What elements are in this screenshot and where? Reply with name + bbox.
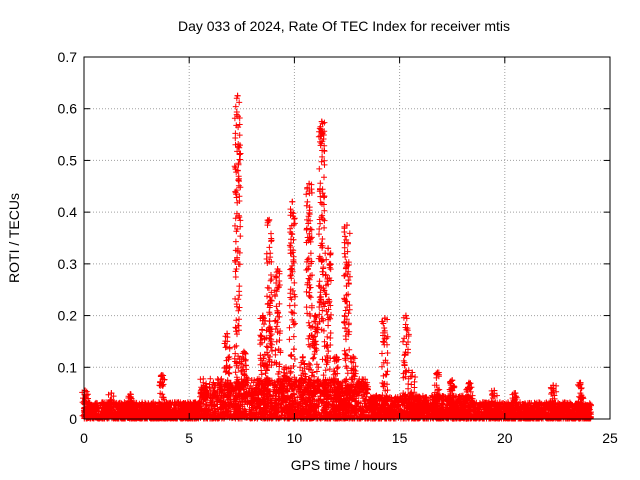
roti-peak-point <box>434 369 441 376</box>
roti-peak-point <box>512 390 519 397</box>
y-tick-label: 0.3 <box>58 256 78 272</box>
roti-peak-point <box>306 180 313 187</box>
plot-frame <box>83 56 611 420</box>
roti-peak-point <box>318 118 325 125</box>
y-tick-label: 0.2 <box>58 308 78 324</box>
roti-peak-point <box>550 382 557 389</box>
roti-peak-point <box>240 348 247 355</box>
x-tick-label: 5 <box>185 430 193 446</box>
roti-peak-point <box>402 312 409 319</box>
y-tick-label: 0.4 <box>58 204 78 220</box>
y-tick-label: 0 <box>69 411 77 427</box>
roti-peak-point <box>585 403 592 410</box>
roti-peak-point <box>333 353 340 360</box>
y-tick-label: 0.5 <box>58 152 78 168</box>
grid-lines <box>84 57 610 419</box>
roti-peak-point <box>224 330 231 337</box>
roti-peak-point <box>234 92 241 99</box>
y-axis-label: ROTI / TECUs <box>6 193 22 283</box>
roti-peak-point <box>158 372 165 379</box>
y-tick-label: 0.6 <box>58 101 78 117</box>
x-tick-label: 15 <box>392 430 408 446</box>
roti-peak-point <box>274 266 281 273</box>
roti-peak-point <box>577 379 584 386</box>
roti-peak-point <box>491 387 498 394</box>
roti-peak-point <box>200 382 207 389</box>
chart-title: Day 033 of 2024, Rate Of TEC Index for r… <box>178 18 510 34</box>
roti-peak-point <box>466 379 473 386</box>
roti-peak-point <box>350 353 357 360</box>
roti-peak-point <box>82 387 89 394</box>
roti-peak-point <box>312 312 319 319</box>
roti-peak-point <box>381 315 388 322</box>
axis-ticks: 0 0.1 0.2 0.3 0.4 0.5 0.6 0.7 0 5 10 15 20 25 <box>58 49 618 446</box>
x-tick-label: 10 <box>287 430 303 446</box>
roti-peak-point <box>325 245 332 252</box>
roti-markers <box>79 92 594 422</box>
y-tick-label: 0.1 <box>58 359 78 375</box>
x-tick-label: 20 <box>497 430 513 446</box>
x-axis-label: GPS time / hours <box>291 457 398 473</box>
x-tick-label: 25 <box>602 430 618 446</box>
roti-peak-point <box>127 391 134 398</box>
roti-peak-point <box>299 353 306 360</box>
y-tick-label: 0.7 <box>58 49 78 65</box>
roti-peak-point <box>259 312 266 319</box>
roti-peak-point <box>282 364 289 371</box>
roti-peak-point <box>449 377 456 384</box>
roti-peak-point <box>289 198 296 205</box>
data-points <box>79 92 594 422</box>
roti-peak-point <box>344 222 350 229</box>
x-tick-label: 0 <box>80 430 88 446</box>
roti-peak-point <box>266 216 273 223</box>
roti-peak-point <box>108 390 115 397</box>
roti-peak-point <box>409 369 416 376</box>
